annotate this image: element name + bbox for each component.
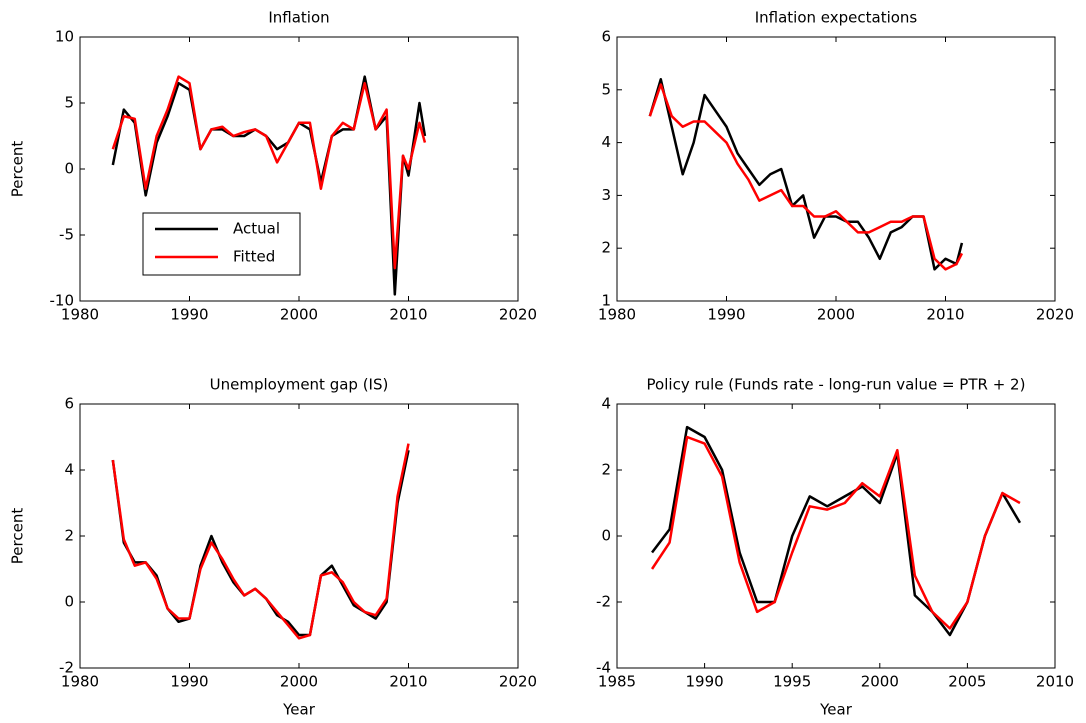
x-tick-label: 1995 — [773, 673, 811, 691]
subplot: Inflation expectations 1980 1990 2000 2010 20… — [598, 9, 1074, 324]
axes-frame — [79, 403, 519, 669]
series-line — [111, 75, 427, 270]
subplot: Policy rule (Funds rate - long-run value… — [596, 376, 1074, 719]
y-tick-label: 0 — [64, 160, 74, 178]
y-tick-label: 6 — [64, 395, 74, 413]
y-tick-label: -2 — [596, 593, 611, 611]
y-tick-label: 1 — [601, 292, 611, 310]
x-tick-label: 2000 — [280, 673, 318, 691]
y-tick-label: 4 — [601, 395, 611, 413]
y-tick-label: 0 — [64, 593, 74, 611]
x-tick-label: 2010 — [926, 306, 964, 324]
x-tick-label: 1990 — [170, 673, 208, 691]
y-tick-label: -4 — [596, 659, 611, 677]
y-tick-label: -2 — [59, 659, 74, 677]
y-tick-label: 3 — [601, 186, 611, 204]
x-tick-label: 1980 — [598, 306, 636, 324]
y-tick-label: 6 — [601, 28, 611, 46]
y-tick-label: 4 — [601, 133, 611, 151]
y-tick-label: 10 — [55, 28, 74, 46]
x-tick-label: 2010 — [389, 306, 427, 324]
subplot-title: Inflation — [268, 9, 329, 27]
x-tick-label: 1980 — [61, 673, 99, 691]
y-axis-label: Percent — [9, 508, 27, 565]
subplot: Inflation Percent 1980 1990 2000 2010 2020 -10 -… — [9, 9, 538, 324]
y-tick-label: 0 — [601, 527, 611, 545]
x-tick-label: 2020 — [499, 673, 537, 691]
y-tick-label: 5 — [64, 94, 74, 112]
series-line — [650, 435, 1021, 630]
x-tick-label: 2010 — [1036, 673, 1074, 691]
legend-label: Fitted — [233, 248, 275, 266]
legend-label: Actual — [233, 220, 280, 238]
y-axis-label: Percent — [9, 141, 27, 198]
x-tick-label: 2020 — [499, 306, 537, 324]
y-tick-label: 2 — [601, 239, 611, 257]
y-tick-label: -5 — [59, 226, 74, 244]
axes-frame — [616, 36, 1056, 302]
x-tick-label: 1990 — [686, 673, 724, 691]
subplot-title: Unemployment gap (IS) — [210, 376, 389, 394]
x-axis-label: Year — [819, 701, 853, 719]
legend-box — [142, 212, 301, 276]
x-tick-label: 1990 — [170, 306, 208, 324]
y-tick-label: -10 — [50, 292, 75, 310]
x-tick-label: 1985 — [598, 673, 636, 691]
series-line — [651, 425, 1022, 637]
axes-frame — [616, 403, 1056, 669]
y-tick-label: 4 — [64, 461, 74, 479]
subplot: Unemployment gap (IS) Year Percent 1980 1990… — [9, 376, 538, 719]
x-tick-label: 1980 — [61, 306, 99, 324]
subplot-title: Inflation expectations — [755, 9, 918, 27]
x-tick-label: 1990 — [707, 306, 745, 324]
x-tick-label: 2000 — [817, 306, 855, 324]
x-tick-label: 2005 — [948, 673, 986, 691]
x-tick-label: 2010 — [389, 673, 427, 691]
x-tick-label: 2020 — [1036, 306, 1074, 324]
x-tick-label: 2000 — [861, 673, 899, 691]
series-line — [111, 443, 410, 640]
subplot-title: Policy rule (Funds rate - long-run value… — [647, 376, 1026, 394]
y-tick-label: 2 — [64, 527, 74, 545]
x-tick-label: 2000 — [280, 306, 318, 324]
x-axis-label: Year — [282, 701, 316, 719]
y-tick-label: 5 — [601, 80, 611, 98]
y-tick-label: 2 — [601, 461, 611, 479]
series-line — [648, 83, 964, 271]
